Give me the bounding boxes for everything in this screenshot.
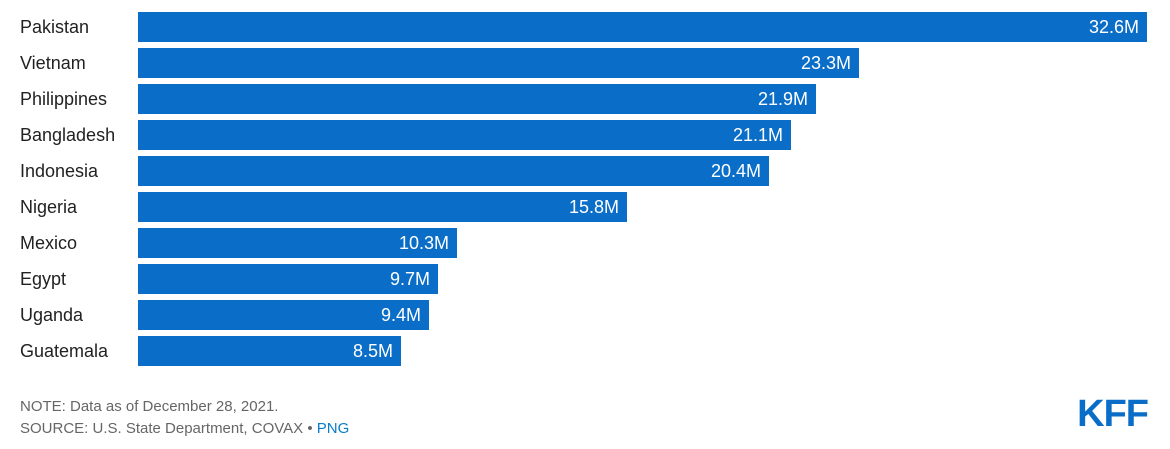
chart-note: NOTE: Data as of December 28, 2021.: [20, 398, 279, 415]
bar: 15.8M: [138, 192, 627, 222]
category-label: Guatemala: [20, 341, 109, 361]
bar: 20.4M: [138, 156, 769, 186]
bar-chart: Pakistan 32.6M Vietnam 23.3M Philippines 21.9…: [20, 12, 1147, 366]
category-label: Nigeria: [20, 197, 78, 217]
bar-value-label: 32.6M: [1088, 17, 1139, 37]
png-download-link[interactable]: PNG: [316, 420, 350, 437]
bar-value-label: 9.7M: [389, 269, 430, 289]
bar-value-label: 21.9M: [757, 89, 808, 109]
bar-value-label: 15.8M: [568, 197, 619, 217]
bar-value-label: 21.1M: [732, 125, 783, 145]
bar-value-label: 20.4M: [710, 161, 761, 181]
bar-value-label: 10.3M: [398, 233, 449, 253]
category-label: Bangladesh: [20, 125, 116, 145]
bar: 21.9M: [138, 84, 816, 114]
bar-value-label: 9.4M: [380, 305, 421, 325]
category-label: Mexico: [20, 233, 78, 253]
bar-value-label: 23.3M: [800, 53, 851, 73]
bar: 9.7M: [138, 264, 438, 294]
bar: 9.4M: [138, 300, 429, 330]
source-text: SOURCE: U.S. State Department, COVAX: [20, 420, 304, 437]
source-separator: •: [303, 420, 317, 437]
category-label: Egypt: [20, 269, 67, 289]
bar: 23.3M: [138, 48, 859, 78]
bar: 10.3M: [138, 228, 457, 258]
bar-value-label: 8.5M: [352, 341, 393, 361]
category-label: Philippines: [20, 89, 108, 109]
chart-source: SOURCE: U.S. State Department, COVAX • P…: [20, 419, 349, 439]
bar: 21.1M: [138, 120, 791, 150]
category-label: Indonesia: [20, 161, 99, 181]
bar: 8.5M: [138, 336, 401, 366]
bar: 32.6M: [138, 12, 1147, 42]
category-label: Pakistan: [20, 17, 90, 37]
category-label: Uganda: [20, 305, 84, 325]
category-label: Vietnam: [20, 53, 86, 73]
kff-logo: KFF: [1077, 393, 1149, 435]
